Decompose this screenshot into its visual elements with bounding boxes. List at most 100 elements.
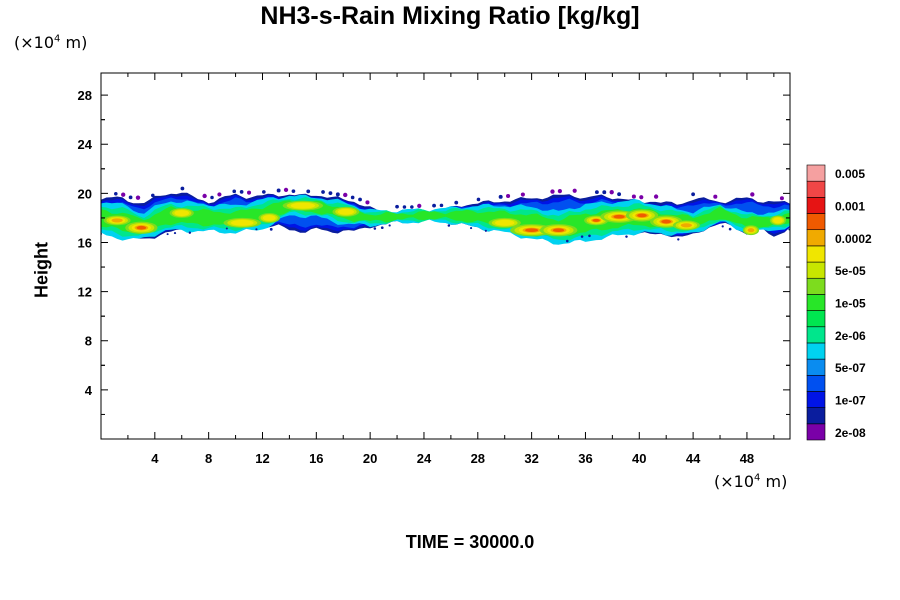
contour-speckle (594, 190, 599, 195)
colorbar-label: 0.0002 (835, 232, 872, 246)
x-tick-label: 20 (363, 451, 377, 466)
contour-speckle (476, 197, 481, 202)
contour-speckle (135, 195, 141, 200)
colorbar-label: 0.001 (835, 199, 865, 213)
contour-speckle (188, 231, 192, 234)
contour-speckle (691, 192, 696, 197)
contour-speckle (365, 200, 370, 205)
colorbar-label: 0.005 (835, 167, 865, 181)
contour-speckle (550, 189, 555, 194)
contour-speckle (202, 193, 207, 199)
contour-speckle (350, 195, 355, 200)
contour-spot (111, 218, 123, 223)
contour-spot (230, 219, 254, 226)
contour-speckle (580, 235, 584, 238)
contour-speckle (454, 200, 459, 205)
contour-speckle (247, 190, 252, 195)
colorbar-swatch (806, 180, 826, 198)
colorbar-swatch (806, 213, 826, 231)
x-tick-label: 4 (151, 451, 159, 466)
x-tick-label: 40 (632, 451, 646, 466)
x-tick-label: 8 (205, 451, 212, 466)
contour-spot (773, 217, 783, 224)
contour-speckle (388, 224, 391, 227)
contour-speckle (402, 205, 407, 209)
colorbar: 2e-08 1e-07 5e-07 2e-06 1e-05 5e-05 0.0002 0.00… (806, 164, 872, 441)
contour-speckle (180, 186, 185, 191)
contour-speckle (373, 227, 377, 230)
contour-speckle (721, 225, 724, 228)
contour-spot (552, 228, 565, 233)
contour-spot (613, 214, 625, 219)
contour-speckle (779, 196, 784, 201)
y-tick-label: 24 (78, 137, 93, 152)
contour-spot (262, 214, 276, 221)
contour-speckle (439, 203, 444, 208)
contour-spot (592, 218, 600, 222)
colorbar-label: 1e-05 (835, 297, 866, 311)
contour-speckle (557, 188, 562, 194)
contour-speckle (225, 227, 228, 230)
contour-speckle (498, 194, 503, 199)
contour-spot (525, 228, 539, 233)
contour-speckle (114, 192, 118, 196)
contour-spot (136, 225, 147, 230)
contour-spot (637, 213, 647, 218)
colorbar-swatch (806, 277, 826, 295)
colorbar-swatch (806, 164, 826, 182)
contour-spot (290, 202, 315, 209)
contour-speckle (609, 189, 614, 195)
colorbar-swatch (806, 294, 826, 311)
y-tick-label: 4 (85, 383, 93, 398)
colorbar-swatch (806, 358, 826, 376)
colorbar-swatch (806, 423, 826, 441)
contour-speckle (261, 190, 266, 194)
contour-speckle (239, 190, 244, 194)
y-tick-label: 20 (78, 186, 92, 201)
colorbar-swatch (806, 391, 826, 408)
colorbar-swatch (806, 374, 826, 392)
contour-speckle (728, 227, 732, 231)
colorbar-swatch (806, 261, 826, 279)
colorbar-swatch (806, 310, 826, 328)
contour-speckle (232, 189, 237, 194)
x-tick-label: 44 (686, 451, 701, 466)
x-tick-label: 48 (740, 451, 754, 466)
colorbar-label: 5e-07 (835, 361, 866, 375)
contour-speckle (173, 232, 177, 235)
contour-speckle (151, 193, 155, 198)
colorbar-swatch (806, 342, 826, 360)
contour-speckle (166, 233, 169, 236)
colorbar-swatch (806, 245, 826, 263)
contour-speckle (335, 192, 340, 197)
contour-speckle (328, 191, 333, 196)
contour-spot (337, 208, 354, 215)
contour-speckle (677, 238, 680, 241)
contour-speckle (380, 226, 384, 230)
x-tick-label: 32 (524, 451, 538, 466)
contour-speckle (217, 192, 222, 197)
contour-speckle (617, 192, 622, 197)
contour-speckle (470, 227, 473, 230)
y-tick-label: 28 (78, 88, 92, 103)
contour-speckle (506, 193, 511, 199)
contour-speckle (276, 188, 281, 193)
contour-speckle (210, 195, 214, 200)
contour-speckle (653, 194, 659, 199)
contour-speckle (625, 235, 628, 238)
y-tick-label: 8 (85, 334, 92, 349)
y-tick-label: 12 (78, 285, 92, 300)
contour-speckle (447, 224, 451, 227)
contour-spot (495, 219, 515, 226)
x-tick-label: 24 (417, 451, 432, 466)
colorbar-swatch (806, 229, 826, 247)
contour-speckle (358, 197, 362, 202)
contour-speckle (750, 192, 755, 197)
colorbar-swatch (806, 326, 826, 344)
contour-speckle (343, 192, 348, 198)
contour-speckle (565, 239, 569, 243)
contour-spot (680, 223, 693, 228)
colorbar-label: 2e-06 (835, 329, 866, 343)
y-tick-label: 16 (78, 235, 92, 250)
